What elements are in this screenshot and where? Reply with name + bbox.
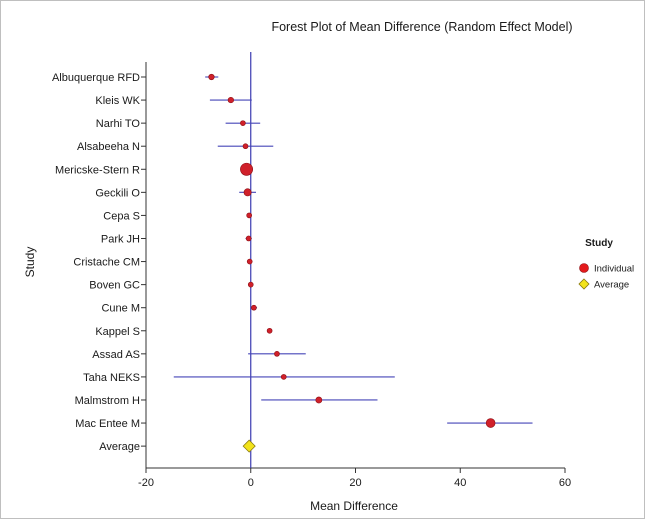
study-label: Cepa S <box>103 210 140 222</box>
effect-point <box>227 96 234 104</box>
effect-point <box>485 418 496 428</box>
effect-point <box>242 143 249 150</box>
study-label: Kleis WK <box>95 95 140 107</box>
study-label: Narhi TO <box>96 118 141 130</box>
study-label: Kappel S <box>95 326 140 338</box>
average-diamond <box>242 439 256 453</box>
effect-point <box>243 188 252 197</box>
study-label: Mac Entee M <box>75 418 140 430</box>
x-tick-label: 0 <box>248 477 254 489</box>
x-tick-label: -20 <box>138 477 154 489</box>
effect-point <box>246 258 253 265</box>
plot-axes: -20 0 20 40 60 Albuquerque RFD Kleis WK Narhi T… <box>52 52 571 489</box>
effect-point <box>208 73 215 81</box>
x-tick-label: 20 <box>349 477 361 489</box>
study-label: Cune M <box>101 303 140 315</box>
study-label: Park JH <box>101 233 140 245</box>
effect-point <box>245 235 252 242</box>
effect-point <box>247 281 254 288</box>
study-label: Geckili O <box>95 187 140 199</box>
study-label: Average <box>99 441 140 453</box>
x-axis-label: Mean Difference <box>310 499 398 513</box>
study-label: Albuquerque RFD <box>52 72 140 84</box>
effect-point <box>240 162 254 176</box>
legend-label: Average <box>594 280 629 291</box>
study-label: Cristache CM <box>73 257 140 269</box>
legend-marker-average <box>578 278 590 290</box>
effect-point <box>251 304 257 311</box>
effect-point <box>246 212 252 219</box>
effect-point <box>266 327 273 334</box>
legend: Study Individual Average <box>578 238 634 291</box>
legend-marker-individual <box>579 263 589 273</box>
plot-marks <box>173 73 533 453</box>
effect-point <box>274 351 280 357</box>
effect-point <box>315 396 323 404</box>
study-label: Alsabeeha N <box>77 141 140 153</box>
legend-label: Individual <box>594 264 634 275</box>
study-label: Malmstrom H <box>75 395 140 407</box>
effect-point <box>240 120 246 126</box>
y-axis-label: Study <box>23 247 37 278</box>
study-label: Boven GC <box>89 280 140 292</box>
x-tick-label: 60 <box>559 477 571 489</box>
effect-point <box>280 374 287 380</box>
chart-title: Forest Plot of Mean Difference (Random E… <box>271 20 572 34</box>
x-tick-label: 40 <box>454 477 466 489</box>
study-label: Mericske-Stern R <box>55 164 140 176</box>
study-label: Taha NEKS <box>83 372 140 384</box>
study-label: Assad AS <box>92 349 140 361</box>
legend-title: Study <box>585 238 613 249</box>
